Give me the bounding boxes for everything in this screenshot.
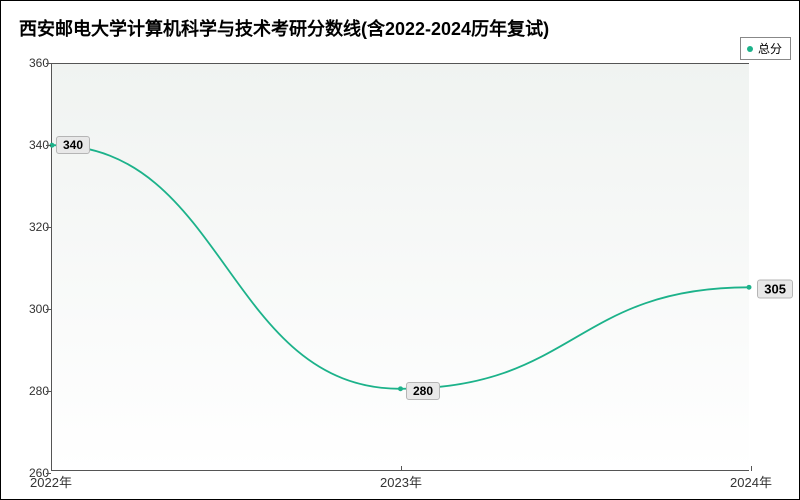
- y-tick-label: 300: [21, 302, 49, 316]
- y-tick-mark: [46, 391, 51, 392]
- x-tick-mark: [751, 466, 752, 471]
- line-chart-svg: [52, 64, 749, 470]
- legend-label: 总分: [758, 40, 782, 57]
- data-point-marker: [398, 386, 403, 391]
- plot-area: [51, 63, 749, 471]
- y-tick-label: 340: [21, 138, 49, 152]
- series-line: [52, 145, 749, 389]
- chart-title: 西安邮电大学计算机科学与技术考研分数线(含2022-2024历年复试): [19, 15, 549, 41]
- data-point-label: 280: [406, 382, 440, 400]
- x-tick-mark: [51, 466, 52, 471]
- data-point-label-last: 305: [757, 279, 793, 298]
- data-point-label: 340: [56, 136, 90, 154]
- legend-marker-icon: [747, 46, 753, 52]
- y-tick-mark: [46, 63, 51, 64]
- x-tick-label: 2024年: [730, 472, 772, 491]
- chart-container: 西安邮电大学计算机科学与技术考研分数线(含2022-2024历年复试) 总分 2…: [0, 0, 800, 500]
- x-tick-label: 2023年: [380, 472, 422, 491]
- x-tick-label: 2022年: [30, 472, 72, 491]
- y-tick-mark: [46, 309, 51, 310]
- y-tick-mark: [46, 145, 51, 146]
- y-tick-label: 360: [21, 56, 49, 70]
- legend: 总分: [740, 37, 791, 60]
- x-tick-mark: [401, 466, 402, 471]
- y-tick-mark: [46, 227, 51, 228]
- y-tick-label: 280: [21, 384, 49, 398]
- y-tick-label: 320: [21, 220, 49, 234]
- data-point-marker: [747, 285, 752, 290]
